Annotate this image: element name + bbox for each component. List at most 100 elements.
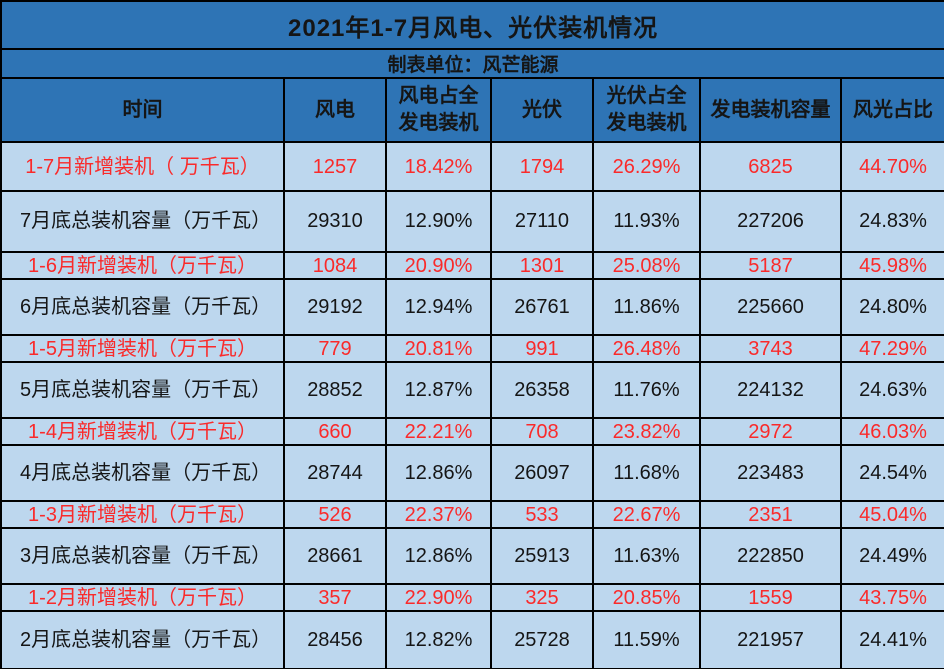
table-subtitle: 制表单位：风芒能源	[0, 48, 944, 79]
table-cell: 26.29%	[592, 141, 701, 192]
table-row: 5月底总装机容量（万千瓦） 28852 12.87% 26358 11.76% 22413…	[0, 361, 944, 419]
table-body: 1-7月新增装机（ 万千瓦） 1257 18.42% 1794 26.29% 6825 44…	[0, 141, 944, 669]
table-cell: 25.08%	[592, 251, 701, 280]
table-cell: 46.03%	[839, 417, 944, 446]
column-header: 光伏	[490, 77, 594, 143]
table-cell: 28852	[283, 361, 387, 419]
table-cell: 28661	[283, 527, 387, 585]
column-header: 发电装机容量	[699, 77, 842, 143]
table-cell: 22.37%	[385, 500, 492, 529]
table-row: 1-5月新增装机（万千瓦） 779 20.81% 991 26.48% 3743 47.29…	[0, 334, 944, 363]
row-label-cell: 1-2月新增装机（万千瓦）	[0, 583, 285, 612]
table-cell: 11.59%	[592, 610, 701, 669]
table-title: 2021年1-7月风电、光伏装机情况	[0, 0, 944, 50]
table-cell: 11.68%	[592, 444, 701, 502]
row-label-cell: 1-7月新增装机（ 万千瓦）	[0, 141, 285, 192]
table-cell: 2972	[699, 417, 842, 446]
row-label-cell: 3月底总装机容量（万千瓦）	[0, 527, 285, 585]
column-header: 时间	[0, 77, 285, 143]
table-cell: 11.93%	[592, 190, 701, 253]
table-cell: 227206	[699, 190, 842, 253]
row-label-cell: 2月底总装机容量（万千瓦）	[0, 610, 285, 669]
table-cell: 26.48%	[592, 334, 701, 363]
table-cell: 6825	[699, 141, 842, 192]
table-row: 1-6月新增装机（万千瓦） 1084 20.90% 1301 25.08% 5187 45.…	[0, 251, 944, 280]
table-row: 4月底总装机容量（万千瓦） 28744 12.86% 26097 11.68% 22348…	[0, 444, 944, 502]
table-cell: 43.75%	[839, 583, 944, 612]
table-cell: 29192	[283, 278, 387, 336]
table-cell: 660	[283, 417, 387, 446]
table-cell: 26761	[490, 278, 594, 336]
table-cell: 222850	[699, 527, 842, 585]
row-label-cell: 5月底总装机容量（万千瓦）	[0, 361, 285, 419]
table-cell: 1794	[490, 141, 594, 192]
table-cell: 223483	[699, 444, 842, 502]
table-cell: 27110	[490, 190, 594, 253]
table-cell: 20.85%	[592, 583, 701, 612]
row-label-cell: 1-4月新增装机（万千瓦）	[0, 417, 285, 446]
table-cell: 24.41%	[839, 610, 944, 669]
table-cell: 221957	[699, 610, 842, 669]
subtitle-row: 制表单位：风芒能源	[0, 48, 944, 79]
table-cell: 24.80%	[839, 278, 944, 336]
column-header: 风电占全发电装机	[385, 77, 492, 143]
row-label-cell: 6月底总装机容量（万千瓦）	[0, 278, 285, 336]
table-cell: 18.42%	[385, 141, 492, 192]
table-cell: 1301	[490, 251, 594, 280]
table-cell: 11.76%	[592, 361, 701, 419]
table-head: 2021年1-7月风电、光伏装机情况 制表单位：风芒能源 时间 风电 风电占全发电装…	[0, 0, 944, 143]
table-cell: 225660	[699, 278, 842, 336]
table-row: 1-7月新增装机（ 万千瓦） 1257 18.42% 1794 26.29% 6825 44…	[0, 141, 944, 192]
table-cell: 20.90%	[385, 251, 492, 280]
table-row: 3月底总装机容量（万千瓦） 28661 12.86% 25913 11.63% 22285…	[0, 527, 944, 585]
table-cell: 24.54%	[839, 444, 944, 502]
table-cell: 12.94%	[385, 278, 492, 336]
table-cell: 12.82%	[385, 610, 492, 669]
table-cell: 26358	[490, 361, 594, 419]
table-cell: 25728	[490, 610, 594, 669]
row-label-cell: 7月底总装机容量（万千瓦）	[0, 190, 285, 253]
table-cell: 20.81%	[385, 334, 492, 363]
table-cell: 708	[490, 417, 594, 446]
table-cell: 26097	[490, 444, 594, 502]
table-cell: 224132	[699, 361, 842, 419]
table-cell: 12.90%	[385, 190, 492, 253]
table-cell: 12.87%	[385, 361, 492, 419]
table-cell: 45.98%	[839, 251, 944, 280]
table-cell: 44.70%	[839, 141, 944, 192]
row-label-cell: 4月底总装机容量（万千瓦）	[0, 444, 285, 502]
table-cell: 2351	[699, 500, 842, 529]
table-cell: 45.04%	[839, 500, 944, 529]
table-cell: 23.82%	[592, 417, 701, 446]
table-cell: 357	[283, 583, 387, 612]
table-cell: 22.90%	[385, 583, 492, 612]
table-cell: 47.29%	[839, 334, 944, 363]
row-label-cell: 1-6月新增装机（万千瓦）	[0, 251, 285, 280]
table-cell: 991	[490, 334, 594, 363]
table-row: 6月底总装机容量（万千瓦） 29192 12.94% 26761 11.86% 22566…	[0, 278, 944, 336]
table-cell: 28744	[283, 444, 387, 502]
table-cell: 526	[283, 500, 387, 529]
table-cell: 1257	[283, 141, 387, 192]
table-cell: 29310	[283, 190, 387, 253]
row-label-cell: 1-3月新增装机（万千瓦）	[0, 500, 285, 529]
table-cell: 325	[490, 583, 594, 612]
column-header-row: 时间 风电 风电占全发电装机 光伏 光伏占全发电装机 发电装机容量 风光占比	[0, 77, 944, 143]
table-cell: 22.67%	[592, 500, 701, 529]
table-cell: 3743	[699, 334, 842, 363]
column-header: 光伏占全发电装机	[592, 77, 701, 143]
column-header: 风电	[283, 77, 387, 143]
table-cell: 24.63%	[839, 361, 944, 419]
table-cell: 12.86%	[385, 527, 492, 585]
table-cell: 24.49%	[839, 527, 944, 585]
column-header: 风光占比	[839, 77, 944, 143]
table-cell: 779	[283, 334, 387, 363]
table-cell: 533	[490, 500, 594, 529]
table-cell: 12.86%	[385, 444, 492, 502]
table-cell: 11.86%	[592, 278, 701, 336]
row-label-cell: 1-5月新增装机（万千瓦）	[0, 334, 285, 363]
table-row: 1-4月新增装机（万千瓦） 660 22.21% 708 23.82% 2972 46.03…	[0, 417, 944, 446]
title-row: 2021年1-7月风电、光伏装机情况	[0, 0, 944, 50]
table-cell: 5187	[699, 251, 842, 280]
